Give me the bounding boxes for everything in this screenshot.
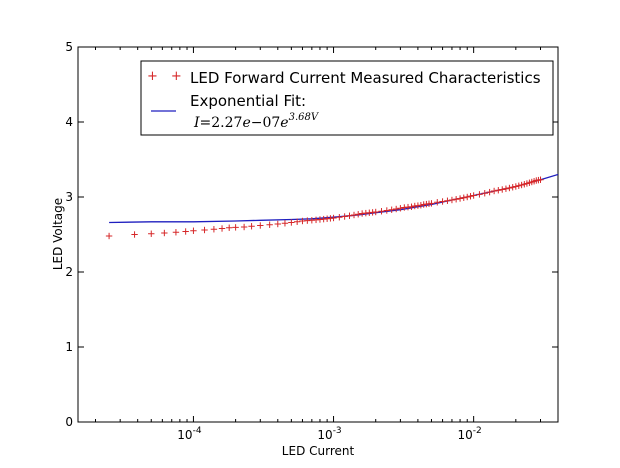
formula-eq: = [200, 115, 212, 131]
y-axis-label: LED Voltage [51, 198, 65, 270]
scatter-point [161, 229, 168, 237]
y-tick-label: 3 [65, 190, 73, 204]
scatter-point [417, 202, 425, 209]
scatter-point [486, 188, 493, 196]
y-tick-label: 0 [65, 415, 73, 429]
scatter-point [346, 212, 353, 219]
scatter-point [499, 186, 506, 193]
x-tick-base: 10 [317, 428, 332, 442]
scatter-point [388, 206, 395, 213]
x-tick-label: 10-2 [458, 426, 482, 442]
scatter-point [481, 190, 488, 197]
scatter-point [408, 203, 415, 210]
scatter-point [448, 196, 456, 204]
scatter-point [467, 193, 474, 200]
scatter-point [201, 226, 208, 234]
scatter-point [182, 228, 189, 235]
scatter-point [476, 191, 483, 198]
scatter-point [397, 205, 404, 212]
scatter-point [232, 224, 239, 231]
x-tick-base: 10 [177, 428, 192, 442]
scatter-point [392, 205, 400, 213]
scatter-point [172, 229, 180, 236]
scatter-point [248, 223, 255, 230]
scatter-point [274, 220, 281, 228]
scatter-point [495, 187, 502, 194]
scatter-point [257, 222, 264, 229]
scatter-point [131, 231, 138, 238]
scatter-point [240, 223, 248, 231]
x-axis-label: LED Current [282, 444, 355, 458]
scatter-point [372, 208, 379, 216]
scatter-point [537, 176, 544, 183]
legend-fit-formula: I=2.27e−07e3.68V [193, 112, 320, 131]
formula-minus: − [251, 115, 263, 131]
y-tick-label: 1 [65, 340, 73, 354]
scatter-point [355, 211, 362, 218]
scatter-points [105, 176, 544, 240]
legend-scatter-marker: + + [147, 69, 182, 84]
scatter-point [515, 182, 522, 189]
legend-box [140, 60, 554, 136]
scatter-point [518, 181, 525, 189]
formula-lhs: I [193, 115, 200, 131]
scatter-point [509, 184, 516, 191]
x-tick-exponent: -3 [333, 426, 342, 436]
scatter-point [210, 226, 218, 233]
x-axis-ticks: 10-4 10-3 10-2 [95, 47, 559, 442]
scatter-point [456, 195, 464, 202]
scatter-point [444, 197, 451, 204]
scatter-point [218, 225, 226, 232]
scatter-point [512, 183, 520, 190]
scatter-point [288, 219, 295, 226]
scatter-point [506, 184, 513, 192]
formula-e2: e [280, 115, 288, 131]
scatter-point [336, 214, 343, 221]
y-tick-label: 2 [65, 265, 73, 279]
scatter-point [383, 207, 391, 214]
scatter-point [470, 192, 477, 199]
scatter-point [428, 200, 435, 207]
scatter-point [293, 218, 301, 225]
y-tick-label: 4 [65, 115, 73, 129]
x-tick-exponent: -2 [473, 426, 482, 436]
formula-exp1: 07 [262, 115, 280, 131]
scatter-point [490, 187, 498, 195]
legend: + + LED Forward Current Measured Charact… [140, 60, 554, 136]
scatter-point [190, 227, 197, 234]
scatter-point [281, 220, 289, 227]
formula-e1: e [242, 115, 250, 131]
scatter-point [350, 211, 358, 219]
scatter-point [226, 224, 233, 231]
scatter-point [105, 232, 113, 240]
scatter-point [266, 221, 273, 228]
formula-sup: 3.68V [289, 112, 320, 123]
x-tick-label: 10-4 [177, 426, 202, 442]
scatter-point [502, 185, 510, 192]
y-tick-label: 5 [65, 40, 73, 54]
legend-fit-label: Exponential Fit: [190, 92, 306, 110]
scatter-point [434, 199, 441, 206]
scatter-point [148, 230, 155, 237]
legend-scatter-label: LED Forward Current Measured Characteris… [190, 69, 541, 87]
scatter-point [330, 214, 337, 222]
scatter-point [452, 196, 460, 203]
scatter-point [341, 213, 348, 220]
x-tick-exponent: -4 [193, 426, 202, 436]
x-tick-label: 10-3 [317, 426, 341, 442]
scatter-point [378, 208, 385, 215]
scatter-point [460, 194, 467, 201]
x-tick-base: 10 [458, 428, 473, 442]
y-axis-ticks: 0 1 2 3 4 5 [65, 40, 558, 429]
scatter-point [439, 198, 446, 205]
scatter-point [464, 193, 471, 201]
formula-coef: 2.27 [211, 115, 242, 131]
